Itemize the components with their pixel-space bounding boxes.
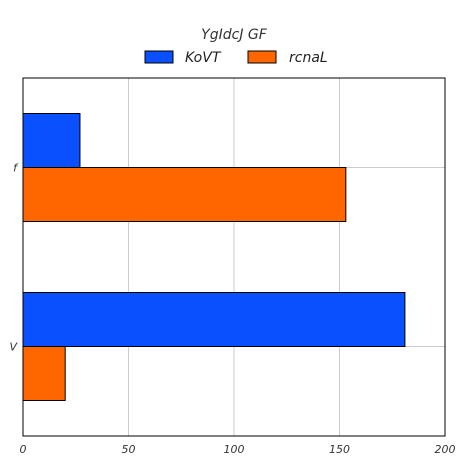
bar-kovt-V <box>22 292 406 347</box>
y-tick-label-V: V <box>9 341 18 354</box>
legend-label-kovt: KoVT <box>185 50 222 66</box>
bar-rcnal-V <box>22 346 66 401</box>
x-tick-label-100: 100 <box>224 443 245 456</box>
x-tick-label-0: 0 <box>20 443 27 456</box>
gridlines <box>22 78 446 436</box>
legend: KoVT rcnaL <box>144 50 328 66</box>
chart-title: YgIdcJ GF <box>201 27 268 43</box>
legend-swatch-kovt <box>144 50 174 64</box>
legend-label-rcnal: rcnaL <box>289 50 328 66</box>
bar-rcnal-f <box>22 167 347 222</box>
tick-labels: 0 50 100 150 200 f V <box>9 162 455 457</box>
bar-kovt-f <box>22 113 81 168</box>
plot-frame <box>22 77 446 437</box>
legend-swatch-rcnal <box>247 50 277 64</box>
x-tick-label-50: 50 <box>122 443 136 456</box>
bars <box>22 113 406 401</box>
y-tick-label-f: f <box>13 162 19 175</box>
x-tick-label-200: 200 <box>435 443 456 456</box>
x-tick-label-150: 150 <box>329 443 350 456</box>
